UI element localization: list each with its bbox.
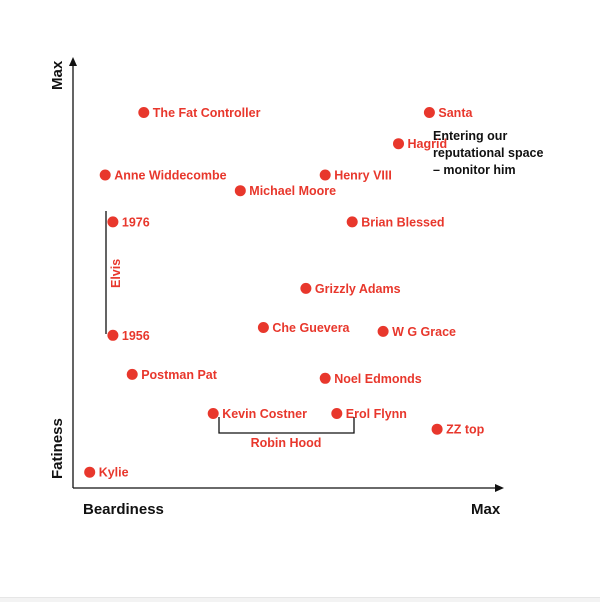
- data-point-label: Michael Moore: [249, 184, 336, 198]
- data-point: [126, 368, 138, 380]
- data-point-label: Kevin Costner: [222, 407, 307, 421]
- data-point-label: Henry VIII: [334, 169, 392, 183]
- data-point-label: W G Grace: [392, 325, 456, 339]
- data-point: [234, 185, 246, 197]
- data-point: [393, 138, 404, 150]
- data-point: [331, 408, 343, 419]
- hagrid-annotation: Entering our reputational space – monito…: [433, 129, 547, 177]
- data-point: [99, 169, 111, 181]
- data-point-label: Postman Pat: [141, 368, 218, 382]
- data-point: [300, 282, 312, 294]
- data-point-label: Anne Widdecombe: [114, 169, 226, 183]
- annotation-line: Entering our: [433, 129, 507, 143]
- data-point: [107, 216, 119, 228]
- data-point-label: Brian Blessed: [361, 215, 444, 229]
- data-point-label: Grizzly Adams: [315, 282, 401, 296]
- data-point: [431, 423, 443, 435]
- data-point: [138, 107, 150, 118]
- x-axis-label: Beardiness: [83, 501, 164, 518]
- data-point-label: Hagrid: [408, 137, 448, 151]
- data-point-label: Santa: [438, 106, 473, 120]
- x-axis-arrow: [495, 484, 504, 492]
- annotation-line: – monitor him: [433, 163, 516, 177]
- data-point: [207, 408, 219, 419]
- data-point: [377, 325, 389, 337]
- data-point-label: The Fat Controller: [153, 106, 261, 120]
- data-point: [84, 466, 96, 478]
- data-point-label: 1956: [122, 329, 150, 343]
- annotation-line: reputational space: [433, 146, 543, 160]
- x-axis-max-label: Max: [471, 501, 501, 518]
- data-point-label: Erol Flynn: [346, 407, 407, 421]
- data-point: [346, 216, 358, 228]
- y-axis-max-label: Max: [49, 60, 66, 90]
- data-point-label: Che Guevera: [272, 321, 350, 335]
- robin-hood-bracket: [218, 417, 355, 434]
- points-layer: The Fat Controller Santa Hagrid Anne Widdec…: [84, 106, 485, 480]
- data-point: [319, 372, 331, 384]
- y-axis-arrow: [69, 57, 77, 66]
- robin-hood-group-label: Robin Hood: [251, 436, 322, 450]
- elvis-group-label: Elvis: [109, 259, 123, 288]
- data-point: [319, 169, 331, 181]
- data-point-label: Kylie: [99, 466, 129, 480]
- data-point: [423, 107, 435, 118]
- data-point-label: 1976: [122, 215, 150, 229]
- data-point: [107, 329, 119, 341]
- data-point-label: Noel Edmonds: [334, 372, 422, 386]
- data-point-label: ZZ top: [446, 423, 485, 437]
- bottom-strip: [0, 597, 600, 602]
- y-axis-label: Fatiness: [49, 418, 66, 479]
- data-point: [257, 322, 269, 333]
